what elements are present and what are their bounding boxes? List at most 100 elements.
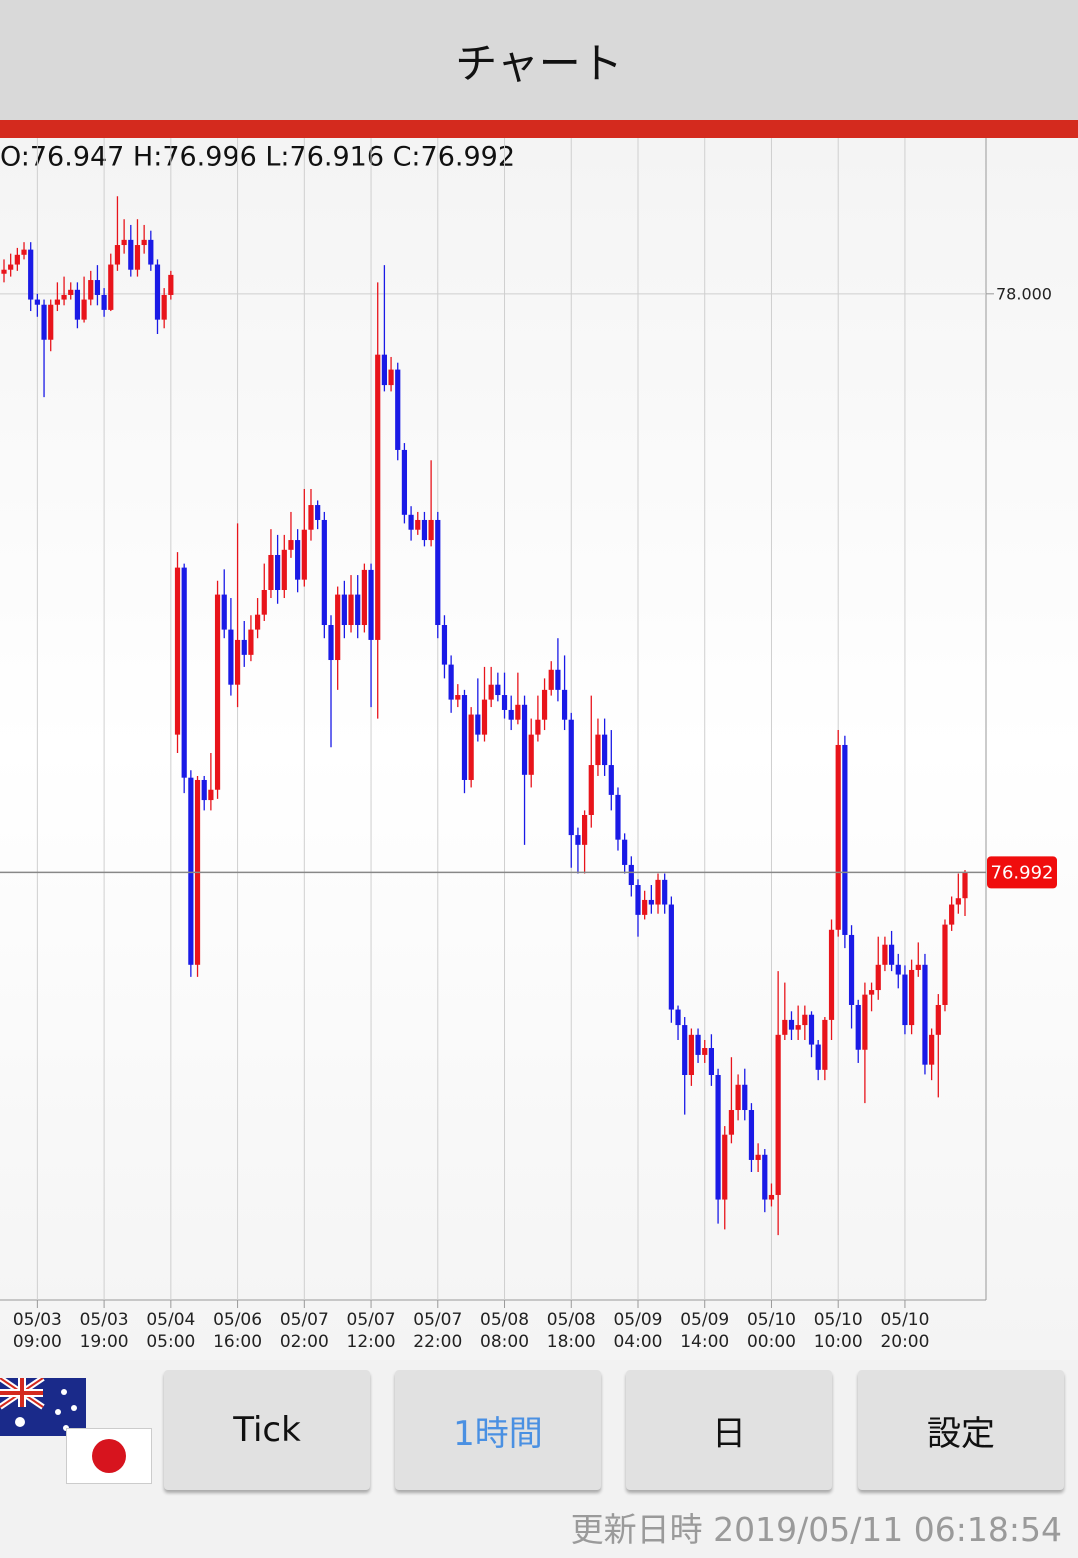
candle-body xyxy=(622,839,628,865)
candle-body xyxy=(228,629,234,685)
current-price-box xyxy=(987,856,1057,889)
chart: O:76.947 H:76.996 L:76.916 C:76.992 78.0… xyxy=(0,138,1078,1360)
candles xyxy=(1,196,968,1236)
candle-body xyxy=(955,898,961,905)
candle-body xyxy=(642,899,648,915)
candle-body xyxy=(929,1034,935,1065)
settings-button[interactable]: 設定 xyxy=(858,1370,1064,1490)
candle-body xyxy=(441,625,448,665)
candle-body xyxy=(608,765,614,795)
hour-button[interactable]: 1時間 xyxy=(395,1370,601,1490)
candle-body xyxy=(815,1044,821,1070)
x-tick-label: 05/09 04:00 xyxy=(613,1310,663,1352)
candle-body xyxy=(428,519,434,541)
candle-body xyxy=(762,1154,768,1200)
candle-body xyxy=(602,734,608,766)
candle-body xyxy=(748,1110,755,1160)
candle-body xyxy=(181,567,187,778)
candle-body xyxy=(148,239,154,265)
chart-background xyxy=(0,138,1078,1360)
candle-body xyxy=(14,254,20,265)
x-tick-label: 05/07 02:00 xyxy=(279,1310,329,1352)
candle-body xyxy=(788,1019,795,1030)
candle-body xyxy=(775,1034,781,1195)
candle-body xyxy=(935,1004,941,1035)
candle-body xyxy=(481,699,488,735)
flag-au xyxy=(0,1378,86,1436)
x-tick-label: 05/10 00:00 xyxy=(746,1310,796,1352)
candle-body xyxy=(868,990,875,995)
candle-body xyxy=(174,567,181,735)
candle-body xyxy=(888,944,895,965)
x-tick-label: 05/10 10:00 xyxy=(813,1310,863,1352)
candle-body xyxy=(168,274,174,295)
candle-body xyxy=(855,1004,861,1050)
candle-body xyxy=(54,299,60,305)
candle-body xyxy=(221,594,227,630)
candle-body xyxy=(335,594,341,661)
x-tick-label: 05/09 14:00 xyxy=(680,1310,730,1352)
header-title: チャート xyxy=(455,38,623,88)
x-tick-label: 05/03 09:00 xyxy=(12,1310,62,1352)
candle-body xyxy=(328,625,334,661)
candle-body xyxy=(475,714,481,735)
candle-body xyxy=(308,505,314,530)
candle-body xyxy=(902,974,908,1026)
candle-body xyxy=(415,519,421,530)
candle-body xyxy=(21,249,27,255)
candle-body xyxy=(395,369,401,450)
candle-body xyxy=(835,744,841,930)
app-header: チャート xyxy=(0,0,1078,120)
candle-body xyxy=(208,789,214,801)
candle-body xyxy=(48,304,54,340)
button-label: 設定 xyxy=(927,1413,995,1454)
candle-body xyxy=(688,1034,694,1076)
candle-body xyxy=(708,1048,715,1076)
candle-body xyxy=(368,569,374,640)
candle-body xyxy=(742,1084,748,1111)
button-label: 1時間 xyxy=(453,1413,543,1454)
candle-body xyxy=(915,964,921,970)
candle-body xyxy=(909,969,915,1026)
candle-body xyxy=(401,449,408,515)
candle-body xyxy=(275,554,281,590)
candle-body xyxy=(575,835,581,845)
x-tick-label: 05/06 16:00 xyxy=(213,1310,263,1352)
candle-body xyxy=(341,594,347,626)
y-tick-label: 78.000 xyxy=(996,284,1052,303)
candle-body xyxy=(455,695,461,700)
candle-body xyxy=(588,765,594,815)
ohlc-label: O:76.947 H:76.996 L:76.916 C:76.992 xyxy=(0,142,515,173)
candle-body xyxy=(895,964,901,975)
candle-body xyxy=(161,294,167,320)
x-tick-label: 05/04 05:00 xyxy=(146,1310,196,1352)
candle-body xyxy=(508,709,514,720)
candle-body xyxy=(408,514,414,530)
updated-time: 更新日時 2019/05/11 06:18:54 xyxy=(570,1510,1062,1549)
candle-body xyxy=(421,519,428,541)
x-tick-label: 05/08 18:00 xyxy=(546,1310,596,1352)
candle-body xyxy=(768,1194,775,1200)
candle-body xyxy=(882,944,888,965)
tick-button[interactable]: Tick xyxy=(164,1370,370,1490)
candle-body xyxy=(315,505,321,520)
accent-bar xyxy=(0,120,1078,138)
candle-body xyxy=(435,519,441,626)
candle-body xyxy=(234,639,241,685)
candle-body xyxy=(154,264,161,320)
candle-body xyxy=(495,684,501,696)
candle-body xyxy=(615,794,621,840)
candle-body xyxy=(515,704,521,720)
candle-body xyxy=(655,879,661,905)
candle-body xyxy=(88,280,94,300)
candle-body xyxy=(381,354,387,386)
day-button[interactable]: 日 xyxy=(626,1370,832,1490)
candle-body xyxy=(268,554,274,590)
candle-body xyxy=(68,289,74,295)
candle-body xyxy=(521,704,528,775)
candle-body xyxy=(842,744,848,935)
candle-body xyxy=(214,594,221,790)
candle-body xyxy=(448,664,454,700)
candle-body xyxy=(261,589,267,615)
candle-body xyxy=(922,964,928,1065)
